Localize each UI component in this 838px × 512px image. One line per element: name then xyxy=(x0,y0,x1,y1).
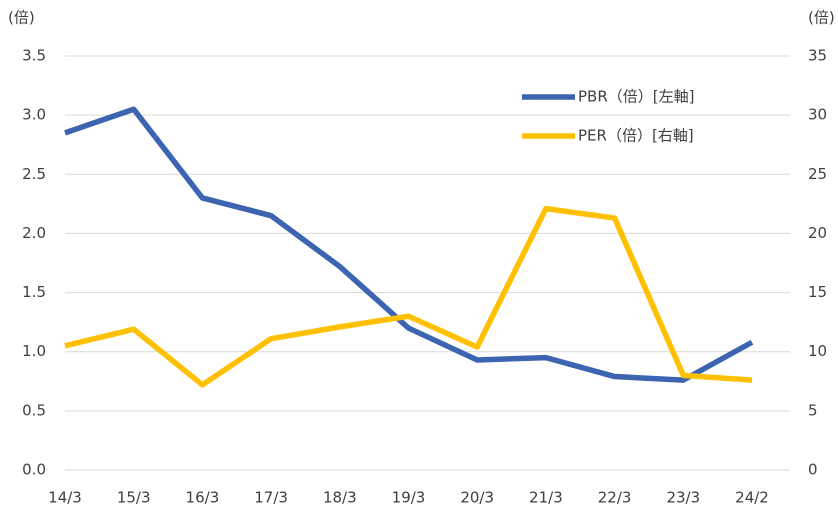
y-tick-label: 2.0 xyxy=(22,224,46,242)
y2-tick-label: 20 xyxy=(808,224,827,242)
y-tick-label: 0.0 xyxy=(22,461,46,479)
y-tick-label: 1.5 xyxy=(22,283,46,301)
y2-tick-label: 30 xyxy=(808,106,827,124)
y2-tick-label: 0 xyxy=(808,461,818,479)
y2-axis-unit: (倍) xyxy=(808,9,835,27)
x-tick-label: 18/3 xyxy=(323,489,357,507)
y2-tick-label: 35 xyxy=(808,47,827,65)
y-tick-label: 3.0 xyxy=(22,106,46,124)
series-line xyxy=(64,205,753,388)
y-axis-unit: (倍) xyxy=(8,9,35,27)
y2-tick-label: 15 xyxy=(808,283,827,301)
legend-label: PER（倍）[右軸] xyxy=(578,127,694,145)
x-tick-label: 21/3 xyxy=(529,489,563,507)
y-tick-label: 0.5 xyxy=(22,401,46,419)
y2-tick-label: 5 xyxy=(808,401,818,419)
x-tick-label: 24/2 xyxy=(735,489,769,507)
x-tick-label: 20/3 xyxy=(460,489,494,507)
y-tick-label: 3.5 xyxy=(22,47,46,65)
legend-label: PBR（倍）[左軸] xyxy=(578,88,694,106)
y-tick-label: 2.5 xyxy=(22,165,46,183)
y-tick-label: 1.0 xyxy=(22,342,46,360)
x-tick-label: 15/3 xyxy=(117,489,151,507)
series-line xyxy=(64,106,754,383)
y2-tick-label: 10 xyxy=(808,342,827,360)
x-tick-label: 16/3 xyxy=(186,489,220,507)
x-tick-label: 14/3 xyxy=(48,489,82,507)
x-tick-label: 19/3 xyxy=(392,489,426,507)
x-tick-label: 23/3 xyxy=(666,489,700,507)
x-tick-label: 22/3 xyxy=(598,489,632,507)
y2-tick-label: 25 xyxy=(808,165,827,183)
x-tick-label: 17/3 xyxy=(254,489,288,507)
